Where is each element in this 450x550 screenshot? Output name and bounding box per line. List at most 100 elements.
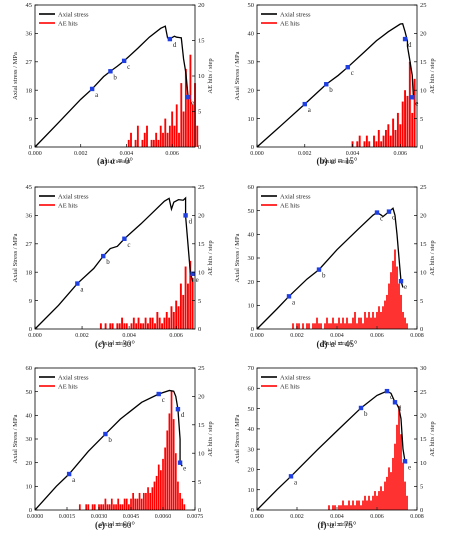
ae-hit-bar (370, 317, 372, 329)
y2-tick-label: 0 (198, 326, 201, 333)
ae-hit-bar (93, 504, 96, 510)
ae-hit-bar (109, 323, 112, 329)
ae-hit-bar (348, 500, 350, 510)
ae-hit-bar (358, 500, 360, 510)
ae-hit-bar (387, 124, 390, 147)
y-tick-label: 40 (248, 232, 255, 239)
y2-axis-label: AE hits / step (429, 58, 436, 93)
panel-caption: (f) α = 75° (318, 520, 357, 530)
y-tick-label: 9 (29, 116, 32, 123)
x-axis-label: Axial strain (100, 521, 131, 528)
ae-hit-bar (373, 135, 375, 147)
ae-hit-bar (130, 323, 133, 329)
y2-tick-label: 15 (420, 59, 427, 66)
ae-hit-bar (113, 504, 115, 510)
ae-hit-bar (175, 300, 178, 329)
y-axis-label: Axial Stress / MPa (234, 414, 241, 463)
ae-hit-bar (384, 481, 386, 510)
ae-hit-bar (394, 129, 397, 147)
x-tick-label: 0.0060 (155, 514, 172, 520)
x-tick-label: 0.002 (75, 333, 89, 339)
panel-caption: (a) α = 0° (97, 156, 133, 166)
ae-hit-bar (314, 323, 316, 329)
caption-alpha: α (108, 520, 113, 530)
ae-hit-bar (404, 481, 406, 510)
stage-marker-c (384, 388, 390, 394)
caption-angle: = 0° (115, 156, 133, 166)
legend-label-ae: AE hits (58, 202, 78, 209)
ae-hit-bar (116, 323, 119, 329)
x-tick-label: 0.0045 (123, 514, 140, 520)
legend-label-ae: AE hits (58, 20, 78, 27)
stage-label-a: a (72, 476, 76, 484)
y2-tick-label: 5 (420, 116, 423, 123)
caption-alpha: α (111, 156, 116, 166)
chart-panel-e: a b c d e 0.0000 0.0015 0.0030 0.0045 0.0060 0.007… (12, 365, 214, 530)
ae-hit-bar (406, 95, 409, 147)
y2-tick-label: 5 (198, 479, 201, 486)
y-axis-label: Axial stress / MPa (12, 52, 19, 100)
ae-hit-bar (400, 434, 402, 510)
ae-hit-bar (308, 323, 310, 329)
ae-hit-bar (346, 505, 348, 510)
ae-hit-bar (166, 132, 169, 147)
stage-label-b: b (113, 73, 117, 81)
ae-hit-bar (164, 447, 166, 510)
ae-hit-bar (128, 504, 130, 510)
ae-hit-bar (365, 135, 368, 147)
ae-hit-bar (125, 498, 128, 510)
y-tick-label: 0 (29, 507, 32, 514)
chart-panel-a: a b c d e 0.000 0.002 0.004 0.006 0 9 18 27 36 45 0 5 10 1… (12, 2, 214, 166)
plot-frame (256, 4, 418, 148)
ae-hit-bar (360, 505, 362, 510)
x-axis-label: Axial strain (100, 158, 131, 165)
ae-hit-bar (172, 311, 175, 329)
stage-marker-c (121, 58, 127, 64)
ae-hit-bar (378, 491, 380, 510)
ae-hit-bar (149, 492, 152, 510)
y2-tick-label: 0 (420, 326, 423, 333)
y-tick-label: 27 (26, 241, 33, 248)
ae-hit-bar (157, 139, 160, 147)
stage-marker-e (190, 271, 195, 276)
ae-hit-bar (360, 317, 362, 329)
ae-hit-bar (163, 317, 166, 329)
panel-caption: (c) α = 30° (95, 339, 135, 349)
y2-tick-label: 20 (420, 213, 427, 220)
legend-label-stress: Axial stress (58, 374, 89, 381)
legend-label-ae: AE hits (58, 383, 78, 390)
legend-label-stress: Axial stress (280, 374, 311, 381)
stage-marker-d (402, 36, 408, 42)
y2-axis-label: AE hits / step (207, 421, 214, 456)
ae-hit-bar (85, 504, 88, 510)
stage-label-c: c (351, 69, 354, 77)
ae-hit-bar (184, 266, 187, 329)
ae-hit-bar (346, 317, 348, 329)
stage-label-c: c (127, 241, 130, 249)
stage-label-d: d (392, 214, 396, 222)
stage-label-d: d (181, 411, 185, 419)
x-axis-label: Axial strain (100, 340, 131, 347)
ae-hit-bar (160, 470, 162, 510)
y2-tick-label: 15 (198, 241, 205, 248)
ae-hit-bar (100, 504, 102, 510)
caption-angle: = 60° (113, 520, 136, 530)
stage-label-d: d (398, 404, 402, 412)
ae-hit-bar (180, 83, 183, 147)
caption-angle: = 75° (334, 520, 357, 530)
y2-tick-label: 10 (420, 460, 427, 467)
ae-hit-bar (130, 132, 132, 147)
y2-axis-label: AE hits / step (429, 421, 436, 456)
ae-hit-bar (138, 492, 141, 510)
stage-label-d: d (173, 41, 177, 49)
ae-hit-bar (191, 104, 194, 147)
y-tick-label: 36 (26, 213, 33, 220)
caption-label: (b) (317, 156, 328, 166)
stress-curve (256, 207, 404, 330)
ae-hit-bar (173, 125, 176, 147)
ae-hit-bar (380, 141, 383, 147)
ae-hit-bar (102, 504, 105, 510)
